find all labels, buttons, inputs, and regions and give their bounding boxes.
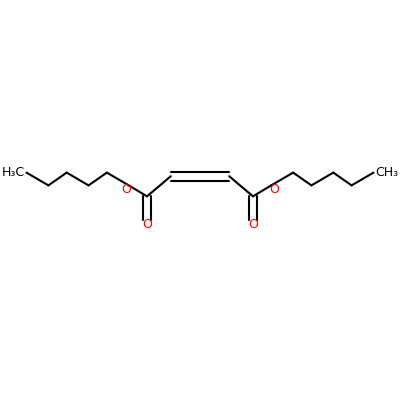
Text: O: O xyxy=(142,218,152,231)
Text: O: O xyxy=(248,218,258,231)
Text: O: O xyxy=(121,182,131,196)
Text: H₃C: H₃C xyxy=(2,166,25,179)
Text: O: O xyxy=(269,182,279,196)
Text: CH₃: CH₃ xyxy=(375,166,398,179)
